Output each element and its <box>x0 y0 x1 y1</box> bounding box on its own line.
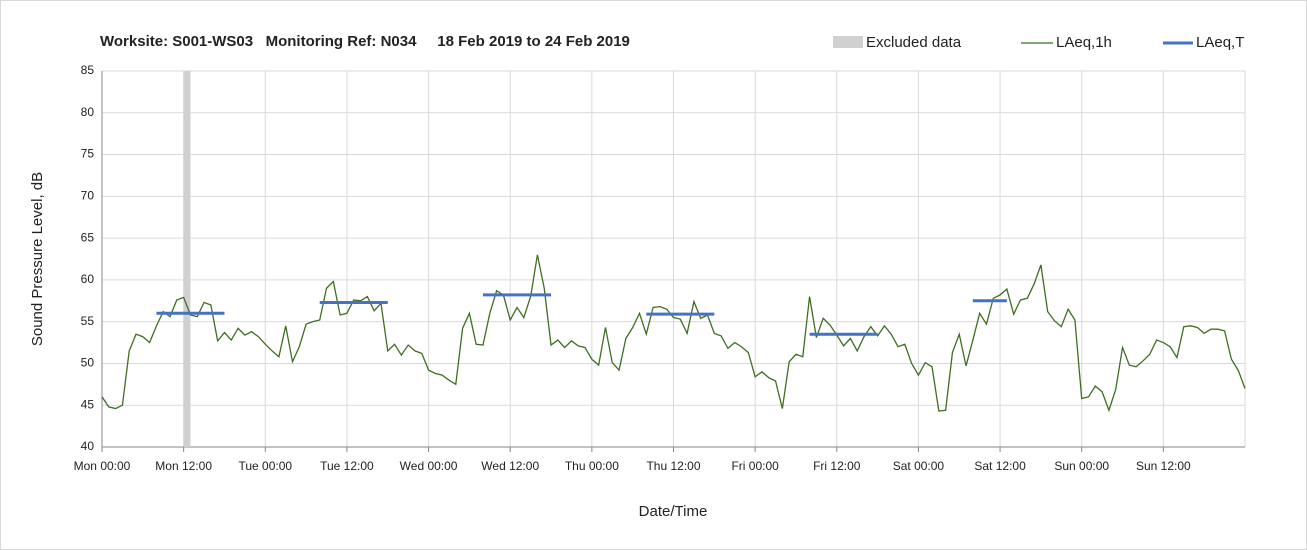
y-tick-label: 55 <box>81 314 95 328</box>
x-tick-label: Sat 12:00 <box>974 459 1026 473</box>
y-tick-label: 80 <box>81 105 95 119</box>
legend-label: LAeq,T <box>1196 34 1244 51</box>
x-tick-label: Wed 00:00 <box>400 459 458 473</box>
y-tick-label: 50 <box>81 356 95 370</box>
x-tick-label: Fri 12:00 <box>813 459 861 473</box>
y-tick-label: 85 <box>81 63 95 77</box>
y-tick-label: 60 <box>81 272 95 286</box>
y-tick-label: 75 <box>81 147 95 161</box>
x-tick-label: Thu 12:00 <box>646 459 700 473</box>
legend-label: Excluded data <box>866 34 962 51</box>
x-axis-label: Date/Time <box>639 503 708 520</box>
y-axis-label: Sound Pressure Level, dB <box>29 172 46 346</box>
x-tick-label: Tue 12:00 <box>320 459 374 473</box>
excluded-band <box>183 71 191 447</box>
x-tick-label: Thu 00:00 <box>565 459 619 473</box>
legend-label: LAeq,1h <box>1056 34 1112 51</box>
y-tick-label: 70 <box>81 189 95 203</box>
x-tick-label: Tue 00:00 <box>238 459 292 473</box>
legend-swatch <box>833 36 863 48</box>
y-tick-label: 65 <box>81 230 95 244</box>
x-tick-label: Fri 00:00 <box>731 459 779 473</box>
y-tick-label: 40 <box>81 439 95 453</box>
x-tick-label: Sun 12:00 <box>1136 459 1191 473</box>
chart-title: Worksite: S001-WS03 Monitoring Ref: N034… <box>100 33 630 50</box>
x-tick-label: Sat 00:00 <box>893 459 945 473</box>
x-tick-label: Sun 00:00 <box>1054 459 1109 473</box>
y-tick-label: 45 <box>81 397 95 411</box>
data-line <box>101 254 1246 413</box>
x-tick-label: Mon 00:00 <box>74 459 131 473</box>
x-tick-label: Wed 12:00 <box>481 459 539 473</box>
x-tick-label: Mon 12:00 <box>155 459 212 473</box>
